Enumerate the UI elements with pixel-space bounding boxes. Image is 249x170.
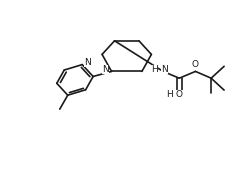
Text: H: H	[167, 90, 173, 98]
Text: N: N	[84, 58, 91, 67]
Text: N: N	[161, 65, 168, 74]
Text: H: H	[152, 65, 158, 74]
Text: N: N	[102, 65, 109, 73]
Text: O: O	[192, 60, 199, 69]
Text: O: O	[176, 90, 183, 98]
